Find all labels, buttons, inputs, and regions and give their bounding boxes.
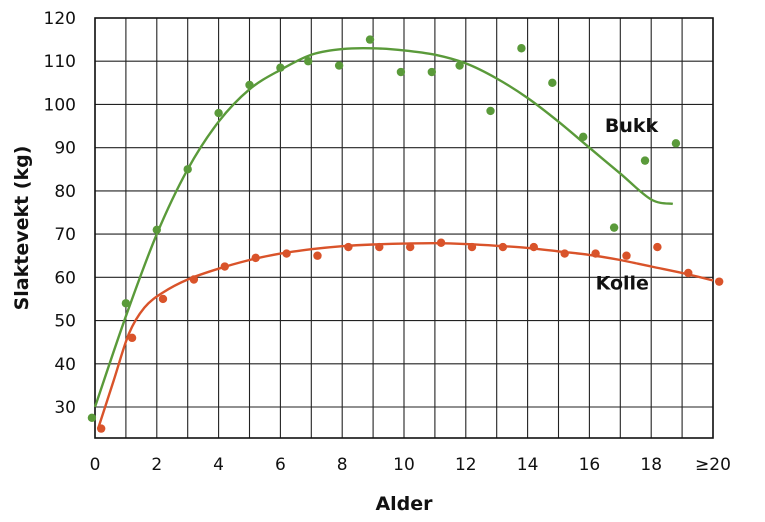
kolle-data-point bbox=[251, 253, 260, 263]
bukk-data-point bbox=[455, 61, 464, 70]
kolle-data-point bbox=[591, 249, 600, 258]
kolle-data-point bbox=[436, 238, 446, 247]
x-tick-labels: 0 2 4 6 8 10 12 14 16 18 ≥20 bbox=[90, 455, 731, 475]
bukk-data-point bbox=[517, 44, 526, 53]
kolle-data-point bbox=[127, 333, 137, 343]
x-tick-label: 16 bbox=[579, 455, 601, 475]
x-tick-label: 0 bbox=[90, 455, 101, 475]
kolle-data-point bbox=[375, 242, 384, 252]
bukk-series-label: Bukk bbox=[605, 115, 659, 137]
bukk-data-point bbox=[304, 57, 313, 66]
kolle-data-point bbox=[313, 251, 322, 260]
y-tick-label: 100 bbox=[44, 95, 76, 115]
kolle-series-label: Kolle bbox=[596, 273, 649, 295]
bukk-data-point bbox=[486, 106, 495, 116]
kolle-data-point bbox=[714, 277, 724, 286]
bukk-data-point bbox=[579, 132, 588, 142]
bukk-data-point bbox=[152, 225, 161, 234]
bukk-data-point bbox=[427, 67, 437, 77]
y-tick-label: 30 bbox=[54, 398, 76, 418]
bukk-data-point bbox=[640, 156, 650, 165]
bukk-data-point bbox=[609, 223, 619, 232]
x-axis-title: Alder bbox=[375, 493, 433, 515]
y-tick-label: 110 bbox=[44, 52, 76, 72]
y-axis-title: Slaktevekt (kg) bbox=[11, 146, 33, 311]
kolle-data-point bbox=[560, 249, 569, 258]
bukk-data-point bbox=[671, 139, 681, 148]
kolle-data-point bbox=[282, 249, 291, 258]
kolle-data-point bbox=[158, 294, 168, 304]
y-tick-label: 90 bbox=[54, 139, 76, 159]
series-labels: Bukk Kolle bbox=[596, 115, 659, 295]
x-tick-label: 10 bbox=[393, 455, 415, 475]
bukk-data-point bbox=[214, 108, 223, 118]
bukk-data-point bbox=[548, 78, 557, 88]
grid-lines bbox=[94, 17, 714, 438]
kolle-data-point bbox=[405, 242, 415, 252]
kolle-data-point bbox=[684, 268, 693, 278]
x-tick-label: 6 bbox=[275, 455, 286, 475]
x-tick-label: 14 bbox=[517, 455, 539, 475]
data-points bbox=[87, 35, 724, 433]
x-tick-label: 2 bbox=[151, 455, 162, 475]
x-tick-label: 18 bbox=[640, 455, 662, 475]
kolle-data-point bbox=[96, 424, 106, 433]
kolle-data-point bbox=[653, 242, 662, 252]
bukk-data-point bbox=[245, 80, 254, 90]
kolle-data-point bbox=[189, 275, 199, 284]
kolle-data-point bbox=[220, 262, 229, 271]
x-tick-label: 4 bbox=[213, 455, 224, 475]
kolle-data-point bbox=[622, 251, 631, 260]
bukk-data-point bbox=[334, 61, 344, 70]
y-tick-label: 40 bbox=[54, 355, 76, 375]
x-tick-label: ≥20 bbox=[695, 455, 731, 475]
bukk-data-point bbox=[183, 165, 192, 174]
y-tick-label: 120 bbox=[44, 9, 76, 29]
y-tick-label: 80 bbox=[54, 182, 76, 202]
bukk-data-point bbox=[396, 67, 406, 77]
y-tick-label: 60 bbox=[54, 268, 76, 288]
y-tick-label: 50 bbox=[54, 312, 76, 332]
bukk-data-point bbox=[121, 299, 131, 308]
kolle-data-point bbox=[467, 242, 477, 252]
x-tick-label: 8 bbox=[337, 455, 348, 475]
x-tick-label: 12 bbox=[455, 455, 477, 475]
kolle-data-point bbox=[498, 242, 508, 252]
kolle-data-point bbox=[529, 242, 538, 252]
bukk-data-point bbox=[276, 63, 285, 72]
plot-frame bbox=[94, 17, 714, 439]
kolle-data-point bbox=[344, 242, 353, 252]
bukk-data-point bbox=[365, 35, 375, 44]
bukk-data-point bbox=[87, 413, 97, 423]
bukk-fit-curve bbox=[93, 46, 674, 408]
y-tick-label: 70 bbox=[54, 225, 76, 245]
